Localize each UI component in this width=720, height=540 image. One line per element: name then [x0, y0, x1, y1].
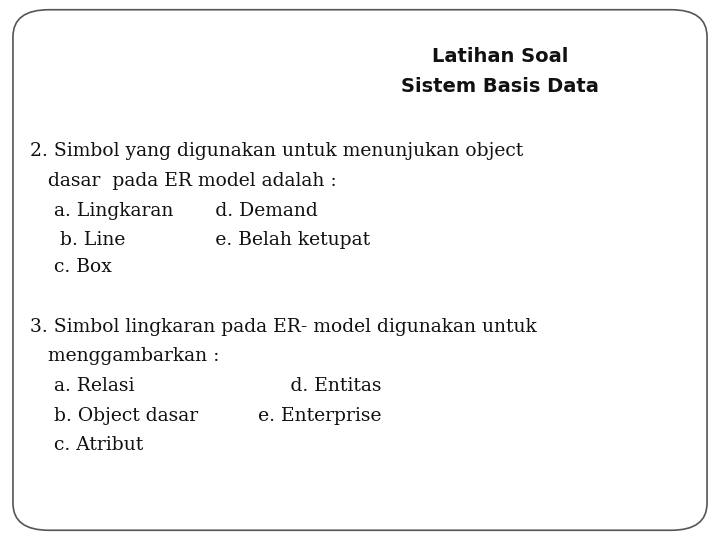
Text: Sistem Basis Data: Sistem Basis Data — [402, 77, 599, 96]
Text: dasar  pada ER model adalah :: dasar pada ER model adalah : — [30, 172, 337, 190]
Text: 3. Simbol lingkaran pada ER- model digunakan untuk: 3. Simbol lingkaran pada ER- model digun… — [30, 318, 537, 336]
FancyBboxPatch shape — [13, 10, 707, 530]
Text: c. Box: c. Box — [30, 258, 112, 276]
Text: Latihan Soal: Latihan Soal — [432, 47, 569, 66]
Text: 2. Simbol yang digunakan untuk menunjukan object: 2. Simbol yang digunakan untuk menunjuka… — [30, 142, 523, 160]
Text: menggambarkan :: menggambarkan : — [30, 347, 220, 366]
Text: c. Atribut: c. Atribut — [30, 436, 143, 455]
Text: b. Line               e. Belah ketupat: b. Line e. Belah ketupat — [30, 231, 370, 249]
Text: b. Object dasar          e. Enterprise: b. Object dasar e. Enterprise — [30, 407, 382, 425]
Text: a. Lingkaran       d. Demand: a. Lingkaran d. Demand — [30, 201, 318, 220]
Text: a. Relasi                          d. Entitas: a. Relasi d. Entitas — [30, 377, 382, 395]
